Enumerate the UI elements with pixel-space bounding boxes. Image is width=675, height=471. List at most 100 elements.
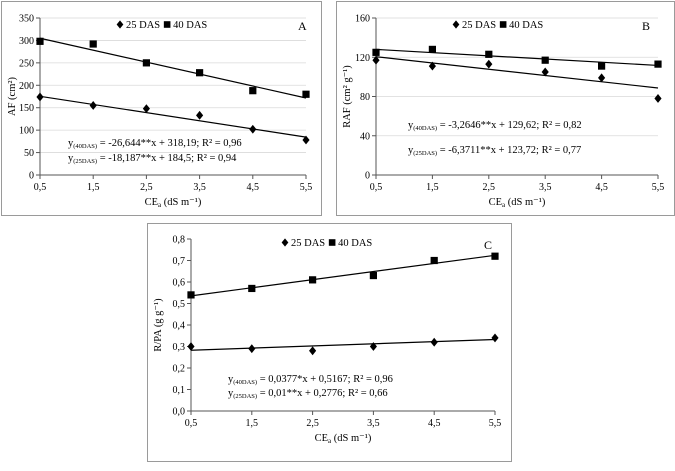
data-point-diamond [428,61,436,71]
data-point-square [541,56,549,64]
panel-label: A [298,19,307,33]
data-point-square [248,284,256,293]
x-tick-label: 3,5 [367,418,380,429]
trendline-square [190,254,496,297]
data-point-diamond [302,135,310,145]
regression-equation: y(40DAS) = -3,2646**x + 129,62; R² = 0,8… [408,120,582,132]
x-tick-label: 3,5 [539,182,552,193]
x-tick-label: 4,5 [428,418,441,429]
legend-marker-square [163,21,171,28]
data-point-diamond [654,94,662,103]
x-tick-label: 5,5 [652,182,665,193]
x-axis-label: CEa (dS m⁻¹) [489,197,546,209]
y-tick-label: 0,0 [173,407,186,418]
y-tick-label: 50 [24,148,34,159]
x-tick-label: 4,5 [595,182,608,193]
data-point-diamond [187,342,195,351]
x-axis-label: CEa (dS m⁻¹) [145,197,202,209]
data-point-square [372,48,380,56]
y-tick-label: 40 [360,131,370,142]
panel-label: C [484,238,492,252]
regression-equation: y(25DAS) = 0,01**x + 0,2776; R² = 0,66 [228,388,388,400]
x-axis-label: CEa (dS m⁻¹) [315,433,372,445]
data-point-square [654,60,662,68]
x-tick-label: 5,5 [300,182,313,193]
x-tick-label: 1,5 [426,182,439,193]
y-tick-label: 80 [360,92,370,103]
data-point-square [249,87,257,95]
y-tick-label: 0,1 [173,385,186,396]
y-tick-label: 250 [19,58,34,69]
x-tick-label: 1,5 [246,418,259,429]
regression-equation: y(25DAS) = -18,187**x + 184,5; R² = 0,94 [68,153,237,165]
data-point-square [430,256,438,265]
x-tick-label: 0,5 [34,182,47,193]
y-tick-label: 350 [19,14,34,25]
x-tick-label: 3,5 [193,182,206,193]
panel-label: B [642,19,650,33]
y-tick-label: 0,8 [173,235,186,246]
data-point-square [428,45,436,53]
trendline-square [375,48,659,67]
legend-entry: 40 DAS [173,20,207,31]
data-point-diamond [485,59,493,69]
x-tick-label: 0,5 [185,418,198,429]
trendline-diamond [190,338,496,351]
legend-entry: 25 DAS [291,238,325,249]
y-tick-label: 0 [365,171,370,182]
x-tick-label: 2,5 [140,182,153,193]
data-point-diamond [142,104,150,114]
y-tick-label: 0,2 [173,364,186,375]
x-tick-label: 0,5 [370,182,383,193]
regression-equation: y(25DAS) = -6,3711**x + 123,72; R² = 0,7… [408,145,581,157]
data-point-diamond [249,124,257,134]
y-tick-label: 0,6 [173,278,186,289]
legend-entry: 25 DAS [126,20,160,31]
legend-entry: 25 DAS [462,20,496,31]
data-point-square [485,50,493,58]
data-point-square [187,291,195,299]
y-tick-label: 0 [29,171,34,182]
x-tick-label: 4,5 [247,182,260,193]
x-tick-label: 2,5 [306,418,319,429]
data-point-diamond [36,92,44,102]
regression-equation: y(40DAS) = -26,644**x + 318,19; R² = 0,9… [68,138,242,150]
y-tick-label: 120 [355,53,370,64]
legend-marker-diamond [281,238,289,247]
y-tick-label: 0,7 [173,256,186,267]
trendline-square [39,37,307,99]
y-axis-label: RAF (cm² g⁻¹) [342,65,353,128]
y-tick-label: 160 [355,14,370,25]
data-point-diamond [309,346,317,356]
legend-marker-diamond [452,20,460,29]
y-tick-label: 0,4 [173,321,186,332]
regression-equation: y(40DAS) = 0,0377*x + 0,5167; R² = 0,96 [228,374,393,386]
legend-marker-square [328,239,336,246]
legend-marker-square [499,21,507,28]
x-tick-label: 5,5 [489,418,502,429]
y-tick-label: 0,3 [173,342,186,353]
panel-frame [147,223,512,462]
data-point-diamond [196,110,204,120]
y-tick-label: 150 [19,103,34,114]
y-axis-label: AF (cm²) [7,76,18,116]
data-point-square [598,62,606,70]
data-point-diamond [372,55,380,65]
panel-frame [336,1,675,216]
trendline-diamond [375,56,659,89]
x-tick-label: 2,5 [483,182,496,193]
data-point-square [309,276,317,284]
y-tick-label: 100 [19,126,34,137]
data-point-diamond [369,342,377,351]
chart-panel-c: 0,0 0,1 0,2 0,3 0,4 0,5 0,6 0,7 0,8 0,5 1,5 2,5 3,5 4… [147,223,512,462]
y-tick-label: 300 [19,36,34,47]
data-point-square [142,59,150,67]
legend-entry: 40 DAS [338,238,372,249]
y-tick-label: 0,5 [173,299,186,310]
data-point-diamond [598,73,606,83]
legend-marker-diamond [116,20,124,29]
trendline-diamond [39,95,307,138]
chart-panel-a: 0 50 100 150 200 250 300 350 0,5 1,5 2,5 3,5 4,5 5,5 C… [1,1,322,216]
data-point-square [302,90,310,98]
